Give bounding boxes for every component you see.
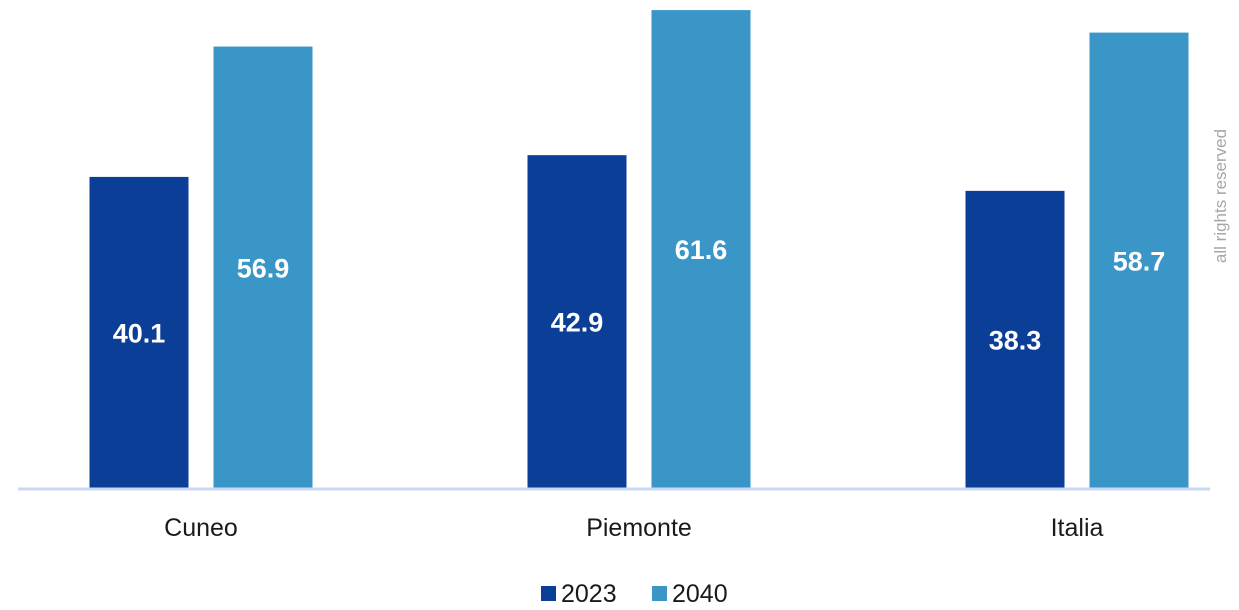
data-label-italia-2040: 58.7 bbox=[1113, 246, 1166, 276]
category-label-piemonte: Piemonte bbox=[586, 514, 692, 542]
bar-cuneo-2040 bbox=[213, 46, 313, 488]
category-label-italia: Italia bbox=[1051, 514, 1104, 542]
legend-label-2040: 2040 bbox=[672, 580, 728, 608]
legend: 2023 2040 bbox=[541, 580, 728, 608]
watermark-text: all rights reserved bbox=[1211, 129, 1230, 263]
data-label-cuneo-2040: 56.9 bbox=[237, 253, 290, 283]
bar-piemonte-2040 bbox=[651, 10, 751, 489]
bar-cuneo-2023 bbox=[89, 176, 189, 488]
data-label-piemonte-2040: 61.6 bbox=[675, 235, 728, 265]
legend-swatch-2040 bbox=[652, 586, 667, 601]
legend-swatch-2023 bbox=[541, 586, 556, 601]
category-label-cuneo: Cuneo bbox=[164, 514, 238, 542]
category-labels-group: Cuneo Piemonte Italia bbox=[164, 514, 1103, 542]
legend-label-2023: 2023 bbox=[561, 580, 617, 608]
bar-piemonte-2023 bbox=[527, 155, 627, 489]
bar-italia-2040 bbox=[1089, 32, 1189, 488]
bar-labels-group: 40.1 56.9 42.9 61.6 38.3 58.7 bbox=[113, 235, 1166, 355]
data-label-italia-2023: 38.3 bbox=[989, 325, 1042, 355]
data-label-piemonte-2023: 42.9 bbox=[551, 308, 604, 338]
data-label-cuneo-2023: 40.1 bbox=[113, 318, 166, 348]
bars-group bbox=[89, 10, 1189, 489]
bar-italia-2023 bbox=[965, 190, 1065, 488]
